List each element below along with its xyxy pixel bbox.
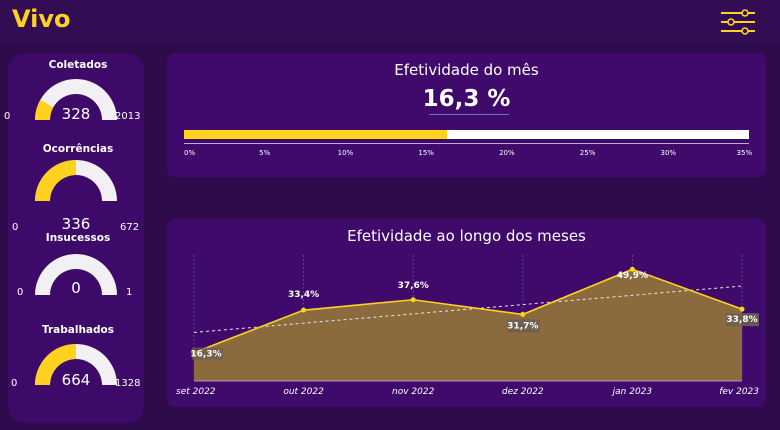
x-tick-label: fev 2023	[719, 387, 759, 397]
series-line	[193, 268, 743, 354]
kpi-underline	[429, 114, 509, 115]
data-label: 33,4%	[288, 290, 319, 300]
gauge-title: Coletados	[48, 59, 108, 71]
gauge-title: Insucessos	[45, 232, 111, 244]
kpi-value: 16,3 %	[422, 86, 511, 112]
progress-tick-label: 20%	[499, 149, 515, 157]
data-label: 33,8%	[726, 315, 757, 325]
chart-title: Efetividade ao longo dos meses	[347, 227, 586, 245]
progress-track	[184, 130, 749, 139]
header-bar: Vivo	[0, 0, 780, 44]
gauge-insucessos: Insucessos 0 0 1	[8, 226, 144, 308]
progress-tick-label: 30%	[660, 149, 677, 157]
gauge-max: 672	[120, 222, 140, 233]
brand-title: Vivo	[12, 5, 71, 33]
data-label: 31,7%	[507, 321, 538, 331]
data-label-bg	[506, 319, 540, 333]
progress-tick-label: 5%	[259, 149, 271, 157]
gauge-arc	[35, 79, 117, 120]
progress-tick-label: 0%	[184, 149, 196, 157]
gauge-value: 664	[61, 371, 91, 389]
gauge-coletados: Coletados 328 0 2013	[4, 53, 144, 135]
progress-tick-label: 25%	[579, 149, 596, 157]
gauge-arc	[35, 160, 117, 201]
gauge-max: 1328	[115, 378, 141, 389]
gauge-max: 1	[126, 287, 133, 298]
gauge-value: 0	[71, 279, 81, 297]
data-point[interactable]	[410, 297, 416, 303]
progress-tick-label: 35%	[736, 149, 753, 157]
trend-chart: 16,3% 33,4% 37,6% 31,7% 49,9% 33,8% set 2022 ou…	[176, 255, 759, 397]
x-tick-label: nov 2022	[392, 387, 435, 397]
x-tick-label: out 2022	[283, 387, 324, 397]
x-tick-label: dez 2022	[502, 387, 544, 397]
gauge-min: 0	[4, 111, 11, 122]
gauge-title: Trabalhados	[41, 324, 114, 336]
kpi-title: Efetividade do mês	[394, 61, 539, 79]
trend-line	[193, 285, 743, 333]
area-fill	[194, 269, 742, 381]
gauge-value: 328	[61, 105, 91, 123]
data-point[interactable]	[301, 307, 307, 313]
progress-tick-label: 10%	[337, 149, 354, 157]
gauge-arc	[35, 344, 117, 385]
progress-tick-label: 15%	[418, 149, 434, 157]
gauge-min: 0	[11, 378, 18, 389]
gauge-ocorrencias: Ocorrências 336 0 672	[8, 137, 144, 233]
gauge-min: 0	[17, 287, 24, 298]
gauges-panel: Coletados 328 0 2013 Ocorrências 336 0 6…	[4, 53, 144, 423]
data-label: 49,9%	[617, 271, 648, 281]
gauge-title: Ocorrências	[42, 143, 114, 155]
data-label: 37,6%	[398, 281, 429, 291]
x-tick-label: jan 2023	[611, 387, 653, 397]
progress-axis	[184, 143, 749, 144]
gauge-value: 336	[61, 215, 91, 233]
kpi-card: Efetividade do mês 16,3 % 0% 5% 10% 15% 20% 2…	[167, 53, 766, 177]
data-point[interactable]	[739, 306, 745, 312]
progress-fill	[184, 130, 448, 139]
x-tick-label: set 2022	[176, 387, 216, 397]
gauge-max: 2013	[115, 111, 141, 122]
data-point[interactable]	[520, 311, 526, 317]
data-label-bg	[192, 347, 223, 360]
gauge-min: 0	[12, 222, 19, 233]
data-label: 16,3%	[190, 350, 221, 360]
data-point[interactable]	[629, 266, 635, 272]
gauge-trabalhados: Trabalhados 664 0 1328	[8, 318, 144, 400]
gauge-arc	[35, 254, 117, 295]
data-label-bg	[726, 313, 759, 327]
sliders-icon[interactable]	[719, 9, 757, 35]
trend-card: Efetividade ao longo dos meses 16,3% 33,4…	[167, 219, 766, 407]
